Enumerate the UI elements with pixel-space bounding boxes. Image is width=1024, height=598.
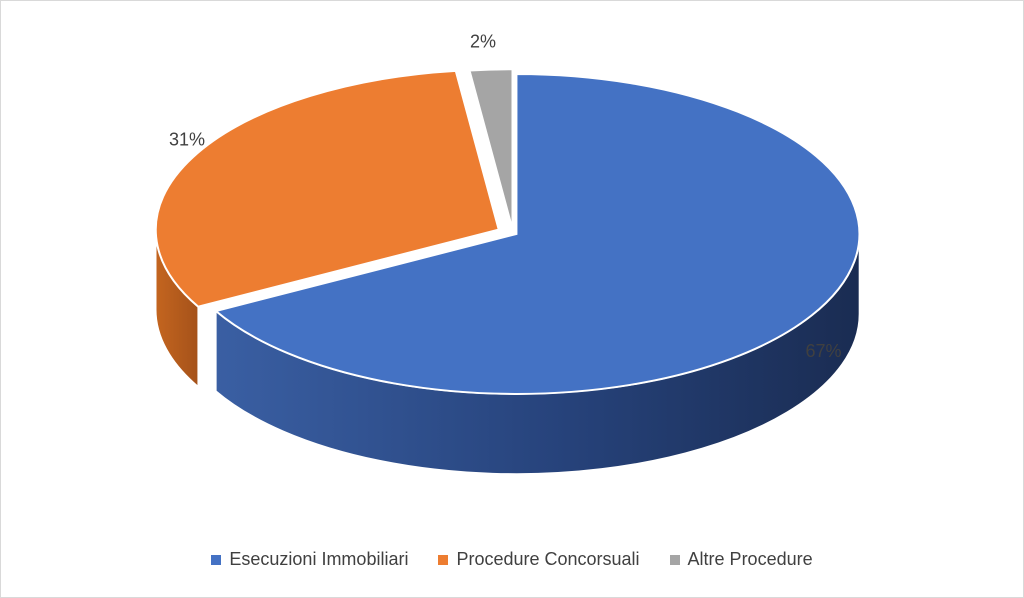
pie-tops — [154, 68, 861, 395]
legend-label-2: Altre Procedure — [687, 549, 813, 569]
data-label-0: 67% — [805, 341, 841, 361]
legend-swatch-0 — [211, 554, 222, 565]
legend-item-1: Procedure Concorsuali — [438, 549, 640, 570]
legend-label-1: Procedure Concorsuali — [456, 549, 640, 569]
pie-slice-1[interactable] — [154, 69, 500, 308]
pie-slice-0[interactable] — [213, 72, 861, 395]
legend: Esecuzioni Immobiliari Procedure Concorsu… — [1, 549, 1023, 570]
data-label-1: 31% — [169, 130, 205, 150]
pie-labels: 67% 31% 2% — [169, 32, 842, 362]
legend-item-0: Esecuzioni Immobiliari — [211, 549, 408, 570]
legend-item-2: Altre Procedure — [669, 549, 813, 570]
legend-swatch-2 — [669, 554, 680, 565]
legend-swatch-1 — [438, 554, 449, 565]
data-label-2: 2% — [470, 32, 496, 52]
pie-slice-2[interactable] — [468, 68, 514, 230]
legend-label-0: Esecuzioni Immobiliari — [229, 549, 409, 569]
